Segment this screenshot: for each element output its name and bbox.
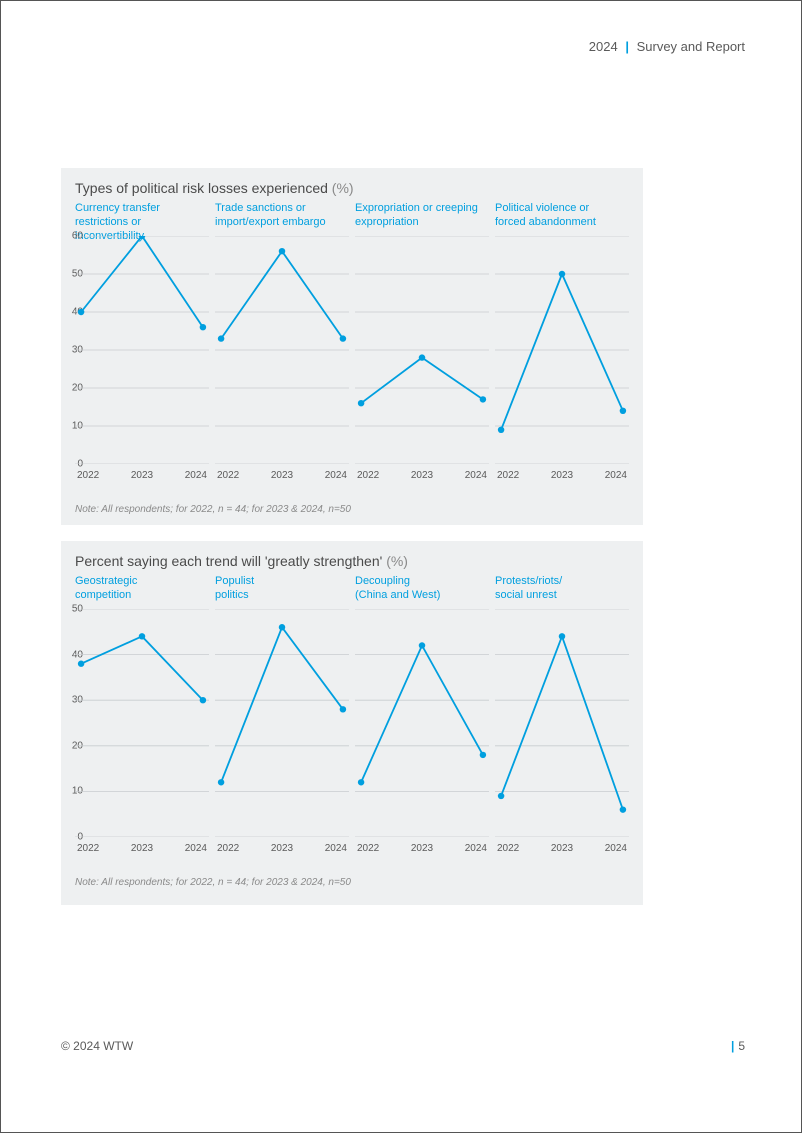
x-tick: 2023 (131, 470, 153, 481)
x-tick-row: 2022 2023 2024 (355, 464, 489, 481)
x-tick: 2022 (357, 843, 379, 854)
panel-label-line1: Expropriation or creeping (355, 202, 489, 216)
panel-label-line1: Populist (215, 575, 349, 589)
plot-area (355, 236, 489, 464)
chart2-panels: 01020304050Geostrategiccompetition202220… (75, 575, 629, 857)
x-tick: 2024 (325, 843, 347, 854)
x-tick: 2022 (357, 470, 379, 481)
x-tick: 2023 (131, 843, 153, 854)
x-tick-row: 2022 2023 2024 (495, 837, 629, 854)
panel-label-line2: competition (75, 589, 209, 603)
x-tick: 2023 (271, 470, 293, 481)
x-tick: 2024 (605, 470, 627, 481)
header-title: Survey and Report (637, 39, 745, 54)
panel-label-line1: Trade sanctions or (215, 202, 349, 216)
panel-label: Political violence orforced abandonment (495, 202, 629, 232)
chart1-title-suffix: (%) (332, 180, 354, 196)
plot-area (215, 609, 349, 837)
header-divider: | (625, 39, 629, 54)
chart1-title: Types of political risk losses experienc… (75, 180, 629, 196)
chart-block-political-risk: Types of political risk losses experienc… (61, 168, 643, 525)
chart2-title: Percent saying each trend will 'greatly … (75, 553, 629, 569)
plot-area (75, 236, 209, 464)
chart-block-trends: Percent saying each trend will 'greatly … (61, 541, 643, 905)
x-tick-row: 2022 2023 2024 (215, 837, 349, 854)
chart1-title-main: Types of political risk losses experienc… (75, 180, 332, 196)
chart1-panel-0: 0102030405060Currency transferrestrictio… (75, 202, 209, 484)
x-tick-row: 2022 2023 2024 (495, 464, 629, 481)
x-tick: 2024 (465, 470, 487, 481)
x-tick: 2023 (411, 843, 433, 854)
panel-label-line1: Geostrategic (75, 575, 209, 589)
panel-label-line2: import/export embargo (215, 216, 349, 230)
x-tick: 2024 (465, 843, 487, 854)
panel-label: Expropriation or creepingexpropriation (355, 202, 489, 232)
chart2-panel-3: Protests/riots/social unrest 2022 2023 2024 (495, 575, 629, 857)
x-tick: 2023 (271, 843, 293, 854)
x-tick: 2022 (497, 843, 519, 854)
chart1-panel-3: Political violence orforced abandonment 2… (495, 202, 629, 484)
x-tick-row: 2022 2023 2024 (75, 464, 209, 481)
chart2-note: Note: All respondents; for 2022, n = 44;… (75, 877, 629, 888)
x-tick-row: 2022 2023 2024 (215, 464, 349, 481)
panel-label-line1: Protests/riots/ (495, 575, 629, 589)
chart1-panel-2: Expropriation or creepingexpropriation 20… (355, 202, 489, 484)
chart1-note: Note: All respondents; for 2022, n = 44;… (75, 504, 629, 515)
x-tick: 2022 (77, 470, 99, 481)
chart2-title-suffix: (%) (386, 553, 408, 569)
chart2-title-main: Percent saying each trend will 'greatly … (75, 553, 386, 569)
x-tick: 2024 (185, 843, 207, 854)
panel-label-line1: Currency transfer (75, 202, 209, 216)
x-tick: 2022 (217, 470, 239, 481)
panel-label-line2: politics (215, 589, 349, 603)
panel-label: Geostrategiccompetition (75, 575, 209, 605)
panel-label-line2: forced abandonment (495, 216, 629, 230)
chart2-panel-0: 01020304050Geostrategiccompetition202220… (75, 575, 209, 857)
x-tick: 2024 (185, 470, 207, 481)
panel-label: Decoupling(China and West) (355, 575, 489, 605)
panel-label: Protests/riots/social unrest (495, 575, 629, 605)
panel-label: Populistpolitics (215, 575, 349, 605)
plot-area (495, 609, 629, 837)
x-tick: 2024 (605, 843, 627, 854)
x-tick: 2022 (497, 470, 519, 481)
chart1-panel-1: Trade sanctions orimport/export embargo 2… (215, 202, 349, 484)
plot-area (355, 609, 489, 837)
x-tick: 2023 (551, 843, 573, 854)
footer-divider: | (731, 1039, 734, 1053)
panel-label-line1: Decoupling (355, 575, 489, 589)
page-header: 2024 | Survey and Report (589, 39, 745, 54)
plot-area (75, 609, 209, 837)
panel-label-line2: (China and West) (355, 589, 489, 603)
footer-page: |5 (731, 1039, 745, 1053)
plot-area (495, 236, 629, 464)
panel-label: Currency transferrestrictions or inconve… (75, 202, 209, 232)
x-tick-row: 2022 2023 2024 (75, 837, 209, 854)
chart2-panel-1: Populistpolitics 2022 2023 2024 (215, 575, 349, 857)
x-tick: 2024 (325, 470, 347, 481)
x-tick: 2023 (551, 470, 573, 481)
header-year: 2024 (589, 39, 618, 54)
panel-label: Trade sanctions orimport/export embargo (215, 202, 349, 232)
panel-label-line2: expropriation (355, 216, 489, 230)
x-tick: 2022 (217, 843, 239, 854)
x-tick: 2023 (411, 470, 433, 481)
panel-label-line2: social unrest (495, 589, 629, 603)
x-tick: 2022 (77, 843, 99, 854)
x-tick-row: 2022 2023 2024 (355, 837, 489, 854)
plot-area (215, 236, 349, 464)
footer-page-number: 5 (738, 1039, 745, 1053)
chart1-panels: 0102030405060Currency transferrestrictio… (75, 202, 629, 484)
chart2-panel-2: Decoupling(China and West) 2022 2023 2024 (355, 575, 489, 857)
footer-copyright: © 2024 WTW (61, 1039, 133, 1053)
panel-label-line1: Political violence or (495, 202, 629, 216)
